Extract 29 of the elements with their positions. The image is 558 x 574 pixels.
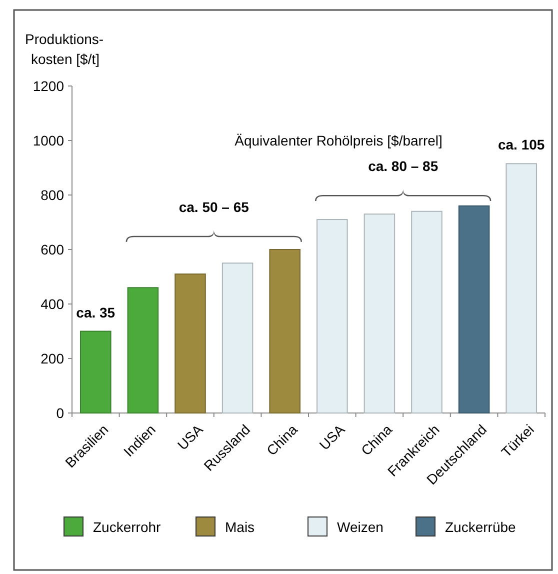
bar xyxy=(506,163,537,414)
y-tick-label: 600 xyxy=(40,241,64,258)
bar xyxy=(174,274,206,414)
x-tick-label: USA xyxy=(174,420,206,453)
y-tick-label: 400 xyxy=(40,296,64,312)
legend-label: Mais xyxy=(225,518,255,535)
bar xyxy=(364,214,396,414)
annotation: ca. 35 xyxy=(76,304,116,320)
annotation: ca. 105 xyxy=(498,136,545,153)
bar xyxy=(411,210,442,414)
bar xyxy=(316,219,348,414)
legend-label: Weizen xyxy=(337,518,384,535)
bar xyxy=(222,262,254,414)
y-tick-label: 800 xyxy=(40,186,64,203)
bar xyxy=(269,249,300,414)
y-tick-label: 1200 xyxy=(32,78,64,94)
y-axis-title: Produktions- kosten [$/t] xyxy=(25,31,104,67)
y-tick-label: 200 xyxy=(40,350,64,366)
y-tick-label: 0 xyxy=(56,404,64,421)
bar xyxy=(80,330,112,414)
legend-label: Zuckerrohr xyxy=(93,518,162,535)
bar xyxy=(127,287,159,414)
annotation: ca. 50 – 65 xyxy=(178,198,250,215)
y-tick-label: 1000 xyxy=(32,132,64,148)
annotation: ca. 80 – 85 xyxy=(368,158,438,174)
x-tick-label: USA xyxy=(316,420,348,453)
legend-label: Zuckerrübe xyxy=(445,518,516,535)
annotation: Äquivalenter Rohölpreis [$/barrel] xyxy=(234,132,442,148)
bar xyxy=(458,205,490,414)
